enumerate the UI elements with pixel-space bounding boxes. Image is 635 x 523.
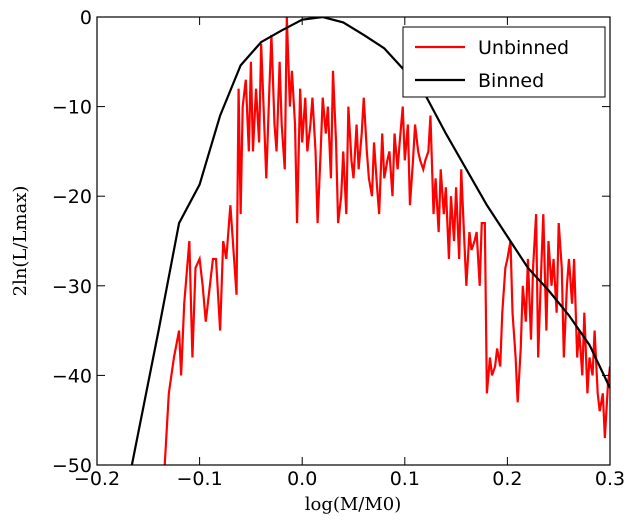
x-tick-label: 0.3 [595, 468, 625, 490]
y-tick-label: 0 [80, 7, 92, 29]
x-tick-label: 0.0 [287, 468, 317, 490]
y-tick-label: −50 [52, 455, 92, 477]
legend-box [402, 26, 606, 98]
legend-label: Unbinned [478, 37, 569, 59]
y-tick-label: −40 [52, 365, 92, 387]
x-tick-label: 0.1 [390, 468, 420, 490]
legend-label: Binned [478, 70, 544, 92]
y-axis-label: 2ln(L/Lmax) [10, 186, 31, 297]
series-line [130, 17, 610, 465]
x-tick-label: 0.2 [492, 468, 522, 490]
x-tick-label: −0.1 [177, 468, 223, 490]
y-tick-label: −20 [52, 186, 92, 208]
x-tick-label: −0.2 [74, 468, 120, 490]
y-tick-label: −10 [52, 97, 92, 119]
y-tick-label: −30 [52, 276, 92, 298]
x-axis-label: log(M/M0) [305, 494, 402, 515]
plot-lines [130, 17, 610, 465]
plot-frame [96, 16, 611, 466]
series-line [163, 17, 610, 465]
